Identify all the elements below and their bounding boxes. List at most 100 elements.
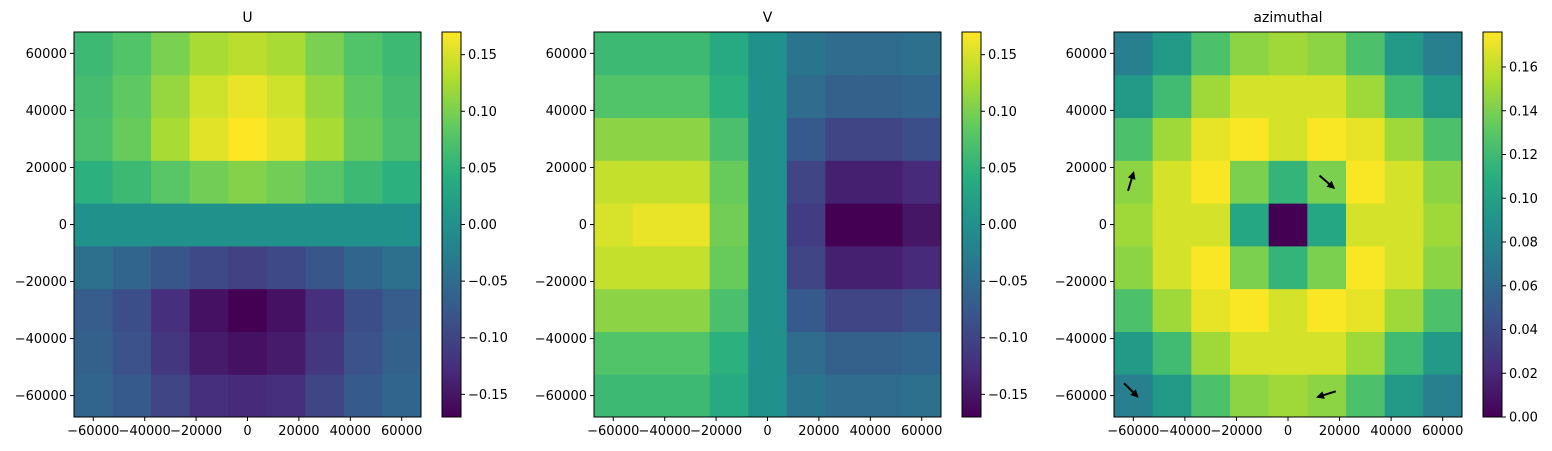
- v-x-tick-label: −40000: [639, 424, 691, 439]
- u-heatmap-cell: [343, 331, 383, 375]
- u-colorbar-ticks: −0.15 −0.10 −0.05 0.00 0.05 0.10 0.15: [461, 48, 508, 403]
- u-heatmap-cell: [189, 331, 229, 375]
- azimuthal-heatmap-cell: [1230, 117, 1270, 161]
- v-y-tick-label: −60000: [535, 389, 587, 404]
- v-heatmap-cell: [594, 160, 634, 204]
- v-heatmap-cell: [902, 245, 942, 290]
- u-y-tick-label: −40000: [15, 332, 67, 347]
- quiver-arrow: [1316, 390, 1337, 399]
- azimuthal-heatmap-cell: [1268, 117, 1308, 161]
- azimuthal-heatmap-cell: [1268, 288, 1308, 332]
- v-heatmap-cell: [748, 288, 788, 332]
- u-x-tick-label: −60000: [67, 424, 119, 439]
- v-heatmap-cell: [748, 245, 788, 290]
- u-heatmap-cell: [382, 374, 422, 418]
- v-heatmap-cell: [902, 374, 942, 418]
- v-heatmap-cell: [825, 288, 865, 332]
- azimuthal-heatmap-cell: [1230, 74, 1270, 119]
- v-heatmap-cell: [709, 32, 749, 76]
- v-heatmap-cell: [709, 74, 749, 119]
- azimuthal-heatmap-cell: [1191, 117, 1231, 161]
- v-heatmap-cell: [594, 331, 634, 375]
- azimuthal-heatmap-cell: [1384, 203, 1424, 247]
- azimuthal-heatmap-cell: [1346, 374, 1386, 418]
- azimuthal-colorbar-tick-label: 0.10: [1509, 192, 1538, 207]
- azimuthal-heatmap-cell: [1268, 203, 1308, 247]
- azimuthal-y-tick-label: 40000: [1066, 104, 1107, 119]
- u-heatmap-cell: [151, 374, 191, 418]
- v-heatmap-cell: [632, 160, 672, 204]
- v-heatmap-cell: [632, 245, 672, 290]
- azimuthal-heatmap-cell: [1307, 374, 1347, 418]
- v-heatmap-cell: [748, 160, 788, 204]
- v-heatmap-cell: [786, 160, 826, 204]
- v-heatmap-cell: [671, 331, 711, 375]
- v-heatmap-cell: [825, 74, 865, 119]
- azimuthal-heatmap-cell: [1346, 32, 1386, 76]
- u-heatmap-cell: [305, 117, 345, 161]
- azimuthal-x-tick-label: −60000: [1107, 424, 1159, 439]
- u-heatmap-cell: [151, 245, 191, 290]
- u-heatmap-cell: [189, 117, 229, 161]
- azimuthal-heatmap-cell: [1423, 203, 1463, 247]
- azimuthal-y-tick-label: −60000: [1055, 389, 1107, 404]
- azimuthal-colorbar: 0.00 0.02 0.04 0.06 0.08 0.10 0.12 0.14 0.16: [1482, 31, 1538, 426]
- u-heatmap-cell: [74, 203, 114, 247]
- azimuthal-heatmap-cell: [1230, 288, 1270, 332]
- azimuthal-heatmap-cell: [1346, 331, 1386, 375]
- u-heatmap-cell: [74, 374, 114, 418]
- u-heatmap-cell: [151, 117, 191, 161]
- u-heatmap-cell: [74, 245, 114, 290]
- u-heatmap-cell: [112, 374, 152, 418]
- v-colorbar-tick-label: 0.05: [988, 161, 1017, 176]
- v-heatmap-cell: [632, 374, 672, 418]
- v-heatmap-cell: [709, 331, 749, 375]
- v-heatmap-cell: [594, 117, 634, 161]
- azimuthal-heatmap-cell: [1114, 203, 1154, 247]
- v-heatmap-cell: [786, 245, 826, 290]
- u-heatmap-cell: [305, 74, 345, 119]
- azimuthal-heatmap-cell: [1152, 74, 1192, 119]
- azimuthal-x-tick-label: 40000: [1370, 424, 1411, 439]
- v-heatmap-cell: [632, 74, 672, 119]
- azimuthal-heatmap-cell: [1114, 74, 1154, 119]
- azimuthal-heatmap-cell: [1307, 245, 1347, 290]
- u-y-tick-label: 40000: [26, 104, 67, 119]
- u-y-tick-label: 60000: [26, 47, 67, 62]
- v-colorbar: −0.15 −0.10 −0.05 0.00 0.05 0.10 0.15: [961, 31, 1028, 418]
- azimuthal-heatmap-cell: [1191, 32, 1231, 76]
- azimuthal-heatmap-cell: [1384, 32, 1424, 76]
- v-colorbar-tick-label: −0.10: [988, 331, 1028, 346]
- v-heatmap-cell: [863, 203, 903, 247]
- v-heatmap-cell: [825, 117, 865, 161]
- v-heatmap-cell: [632, 32, 672, 76]
- u-heatmap-cell: [305, 288, 345, 332]
- u-heatmap-cell: [343, 74, 383, 119]
- u-heatmap-cell: [151, 203, 191, 247]
- u-heatmap-cell: [305, 160, 345, 204]
- azimuthal-heatmap-cell: [1191, 160, 1231, 204]
- azimuthal-x-axis: −60000 −40000 −20000 0 20000 40000 60000: [1107, 417, 1463, 439]
- u-heatmap-cell: [112, 160, 152, 204]
- v-heatmap-cell: [786, 288, 826, 332]
- v-heatmap-cell: [671, 117, 711, 161]
- azimuthal-heatmap-cell: [1230, 32, 1270, 76]
- u-heatmap-cell: [228, 160, 268, 204]
- v-heatmap-cell: [709, 117, 749, 161]
- azimuthal-colorbar-tick-label: 0.14: [1509, 104, 1538, 119]
- u-heatmap-cell: [343, 160, 383, 204]
- azimuthal-heatmap: [1114, 32, 1463, 418]
- u-heatmap-cell: [266, 203, 306, 247]
- u-panel: U −60000 −40000 −20000 0 20000 40000 60000 −60…: [15, 10, 508, 439]
- azimuthal-x-tick-label: 60000: [1422, 424, 1463, 439]
- v-x-tick-label: 20000: [798, 424, 839, 439]
- v-heatmap-cell: [594, 203, 634, 247]
- u-heatmap-cell: [112, 74, 152, 119]
- azimuthal-heatmap-cell: [1346, 288, 1386, 332]
- azimuthal-heatmap-cell: [1114, 117, 1154, 161]
- azimuthal-colorbar-tick-label: 0.02: [1509, 367, 1538, 382]
- azimuthal-heatmap-cell: [1346, 203, 1386, 247]
- u-heatmap-cell: [189, 374, 229, 418]
- v-heatmap-cell: [786, 331, 826, 375]
- u-y-axis: −60000 −40000 −20000 0 20000 40000 60000: [15, 47, 74, 404]
